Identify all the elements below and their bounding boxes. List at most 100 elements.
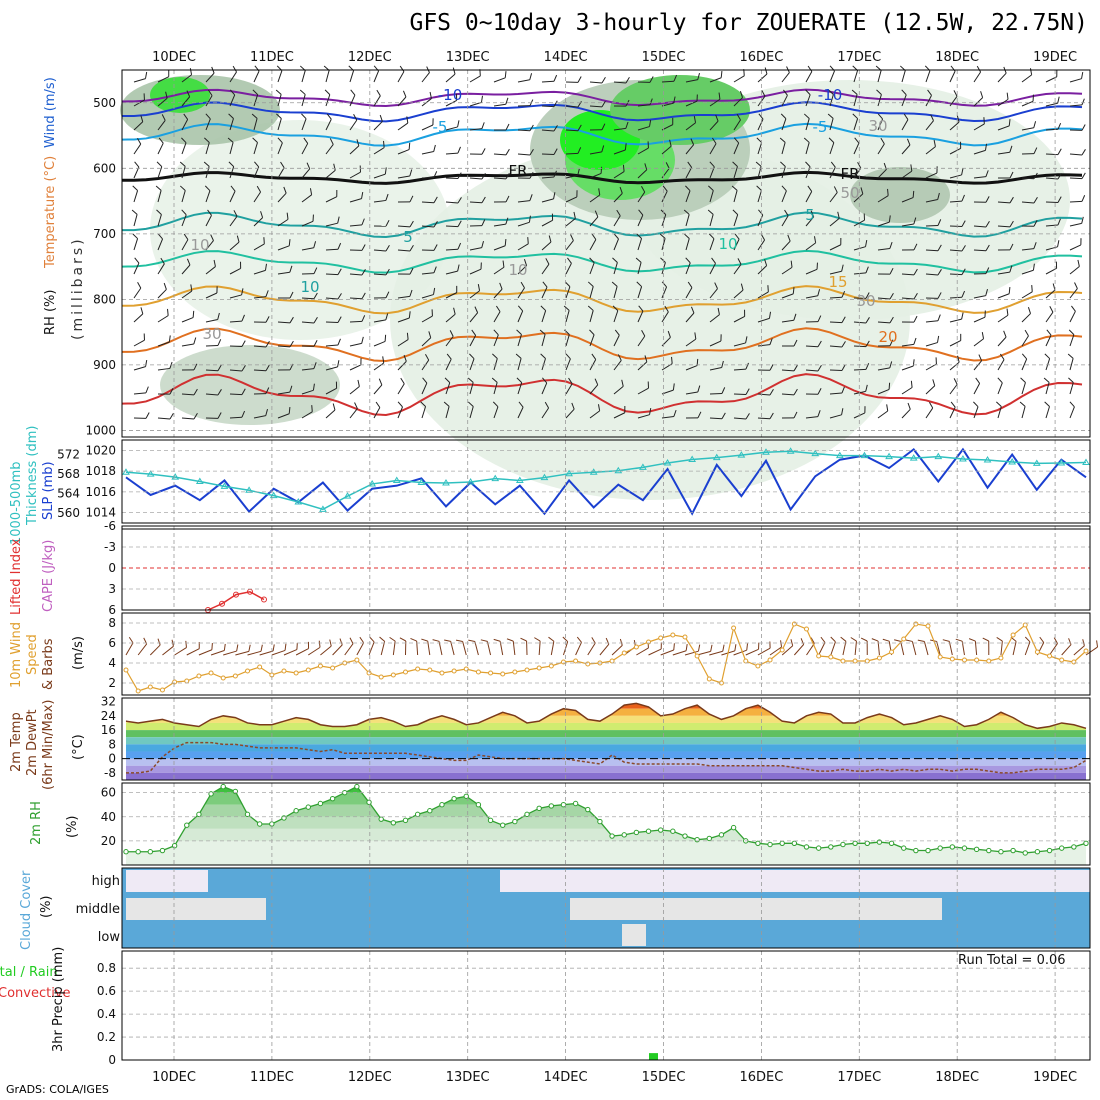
wind-barb xyxy=(661,74,678,83)
wind10-speed-point xyxy=(876,655,882,661)
wind10-speed-point xyxy=(1022,622,1028,628)
wind-barb xyxy=(253,263,267,275)
wind10-barb xyxy=(917,639,929,656)
wind10-speed-point xyxy=(998,655,1004,661)
wind-barb xyxy=(157,233,164,251)
wind-barb xyxy=(733,283,744,299)
date-label-bottom: 16DEC xyxy=(739,1070,783,1085)
wind-barb xyxy=(1045,70,1058,83)
wind-barb xyxy=(565,76,582,83)
wind-barb xyxy=(1045,96,1060,107)
rh2m-point xyxy=(779,840,785,846)
wind-barb xyxy=(757,412,774,420)
wind-barb xyxy=(565,234,574,251)
wind-barb xyxy=(589,166,603,179)
rh2m-point xyxy=(815,845,822,851)
wind-barb xyxy=(925,219,942,227)
wind-barb xyxy=(349,379,360,395)
wind10-speed-point xyxy=(475,669,481,675)
wind-barb xyxy=(301,267,318,275)
wind10-barb xyxy=(599,637,610,656)
wind10-barb xyxy=(493,638,504,656)
temp-contour-10 xyxy=(121,249,1083,274)
wind10-speed-point xyxy=(925,623,931,629)
wind-barb xyxy=(469,122,485,131)
wind10-speed-point xyxy=(682,634,688,640)
upper-rh-label: RH (%) xyxy=(43,290,58,335)
rh2m-point xyxy=(135,849,141,855)
wind-barb xyxy=(492,401,499,419)
slp-label: SLP (mb) xyxy=(41,461,56,520)
wind-barb xyxy=(1045,148,1062,156)
rh2m-point xyxy=(196,811,202,818)
wind-barb xyxy=(949,290,966,299)
wind-barb xyxy=(589,188,601,203)
wind-barb xyxy=(1044,353,1051,371)
wind-barb xyxy=(637,305,644,323)
wind-barb xyxy=(781,339,798,347)
wind-barb xyxy=(949,401,956,419)
date-label-bottom: 19DEC xyxy=(1033,1070,1077,1085)
wind-barb xyxy=(421,309,433,323)
wind-barb xyxy=(349,315,366,323)
rh2m-point xyxy=(682,833,688,839)
wind10-barb xyxy=(830,636,836,656)
thickness-point xyxy=(959,455,967,462)
contour-label: 5 xyxy=(805,206,815,224)
wind10-barb xyxy=(818,636,826,656)
rh2m-point xyxy=(293,808,299,814)
wind-barb xyxy=(589,210,599,227)
wind10-barb xyxy=(733,643,749,656)
wind-barb xyxy=(517,305,524,323)
wind-barb xyxy=(731,185,738,203)
wind-barb xyxy=(205,209,212,227)
wind-barb xyxy=(589,76,606,84)
temp-band xyxy=(126,751,1086,759)
wind10-barb xyxy=(295,641,310,656)
lifted-tick-label: -6 xyxy=(104,519,116,533)
wind10-barb xyxy=(905,639,917,656)
precip-tick-label: 0.8 xyxy=(97,961,116,975)
wind-barb xyxy=(541,148,558,155)
wind-barb xyxy=(829,264,844,275)
wind-barb xyxy=(877,404,889,419)
rh-band xyxy=(126,816,1086,829)
wind-barb xyxy=(493,329,499,347)
thickness-point xyxy=(762,448,770,455)
wind-barb xyxy=(133,307,144,323)
date-label-top: 18DEC xyxy=(935,50,979,65)
rh2m-point xyxy=(244,811,251,818)
wind-barb xyxy=(876,89,882,107)
contour-label: 30 xyxy=(868,117,887,135)
wind-barb xyxy=(421,171,438,179)
wind-barb xyxy=(277,385,293,395)
wind-barb xyxy=(901,190,915,203)
precip-total-label: Total / Rain xyxy=(0,965,58,980)
wind10-barb xyxy=(235,644,251,656)
wind-barb xyxy=(469,284,481,299)
wind10-barb xyxy=(198,642,213,656)
wind-barb xyxy=(565,101,582,108)
wind-barb xyxy=(517,237,529,251)
wind-barb xyxy=(781,388,798,396)
wind-barb xyxy=(445,242,462,251)
rh2m-tick-label: 60 xyxy=(101,786,116,800)
wind-barb xyxy=(421,331,432,347)
wind-barb xyxy=(685,281,693,299)
date-axis-bottom: 10DEC 11DEC 12DEC 13DEC 14DEC 15DEC 16DEC 17DEC… xyxy=(152,1070,1077,1085)
wind-barb xyxy=(277,291,294,299)
wind10-barb xyxy=(769,640,783,656)
wind-barb xyxy=(157,335,171,347)
wind-barb xyxy=(349,139,360,155)
thickness-tick-label: 564 xyxy=(57,487,80,501)
rh2m-label: 2m RH xyxy=(29,801,44,845)
date-label-top: 10DEC xyxy=(152,50,196,65)
wind-barb xyxy=(853,384,868,395)
wind-barb xyxy=(1069,238,1082,251)
rh2m-tick-label: 20 xyxy=(101,834,116,848)
temp-band xyxy=(126,758,1086,766)
wind-barb xyxy=(421,144,436,155)
temp2m-tick-label: 8 xyxy=(108,737,116,751)
wind-barb xyxy=(733,413,750,420)
wind-barb xyxy=(901,292,918,300)
